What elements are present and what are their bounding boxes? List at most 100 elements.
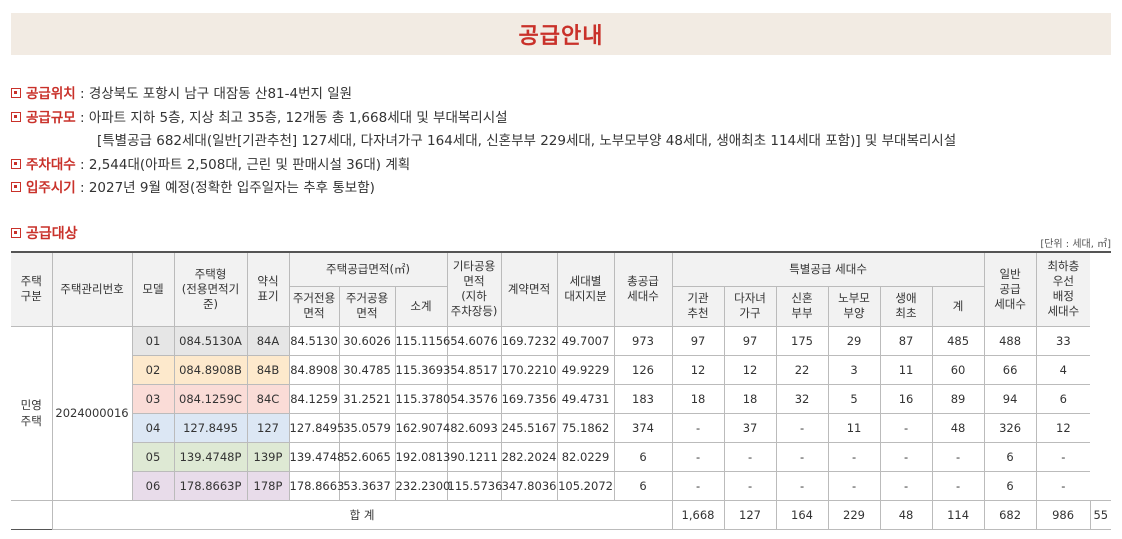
- th-type: 주택 구분: [11, 251, 53, 327]
- cell-first: 87: [879, 325, 933, 356]
- info-parking: 주차대수 : 2,544대(아파트 2,508대, 근린 및 판매시설 36대)…: [11, 154, 1111, 178]
- th-house-type: 주택형 (전용면적기준): [173, 251, 248, 327]
- cell-contract: 169.7356: [500, 383, 558, 414]
- cell-short: 84A: [246, 325, 290, 356]
- th-contract: 계약면적: [500, 251, 558, 327]
- cell-exclusive: 84.5130: [288, 325, 340, 356]
- th-elderly: 노부모 부양: [827, 285, 881, 327]
- cell-lowest: 33: [1035, 325, 1091, 356]
- table-row: 02 084.8908B 84B 84.8908 30.4785 115.3693 54.8…: [11, 354, 1111, 385]
- supply-table: 주택 구분 주택관리번호 모델 주택형 (전용면적기준) 약식 표기 주택공급면…: [11, 251, 1111, 530]
- cell-short: 127: [246, 412, 290, 443]
- cell-general: 6: [983, 470, 1037, 501]
- cell-house-type: 139.4748P: [173, 441, 248, 472]
- cell-subtotal: 192.0813: [394, 441, 450, 472]
- cell-exclusive: 84.1259: [288, 383, 340, 414]
- cell-lowest: 12: [1035, 412, 1091, 443]
- cell-model: 05: [132, 441, 175, 472]
- cell-agency: -: [671, 470, 725, 501]
- cell-house-type: 084.1259C: [173, 383, 248, 414]
- cell-multi: -: [723, 441, 777, 472]
- cell-multi: 18: [723, 383, 777, 414]
- cell-lowest: 6: [1035, 383, 1091, 414]
- cell-contract: 282.2024: [500, 441, 558, 472]
- cell-multi: 12: [723, 354, 777, 385]
- cell-totals-label: 합 계: [51, 499, 673, 530]
- cell-model: 04: [132, 412, 175, 443]
- cell-exclusive: 127.8495: [288, 412, 344, 443]
- cell-lowest: -: [1035, 470, 1091, 501]
- th-first-life: 생애 최초: [879, 285, 933, 327]
- cell-subtotal: 115.1156: [394, 325, 450, 356]
- info-label: 공급규모: [26, 109, 76, 126]
- cell-other: 90.1211: [446, 441, 502, 472]
- th-multi-child: 다자녀 가구: [723, 285, 777, 327]
- cell-elderly: 29: [827, 325, 881, 356]
- th-other-common: 기타공용 면적 (지하 주차장등): [446, 251, 502, 327]
- cell-contract: 347.8036: [500, 470, 558, 501]
- cell-other: 82.6093: [446, 412, 502, 443]
- square-bullet-icon: [11, 182, 21, 192]
- cell-first: -: [879, 470, 933, 501]
- th-agency: 기관 추천: [671, 285, 725, 327]
- unit-note: [단위 : 세대, ㎡]: [1040, 239, 1111, 250]
- cell-first: -: [879, 441, 933, 472]
- cell-general: 488: [983, 325, 1037, 356]
- cell-multi: -: [723, 470, 777, 501]
- page-header: 공급안내: [11, 13, 1111, 55]
- cell-total: 126: [613, 354, 673, 385]
- cell-model: 03: [132, 383, 175, 414]
- cell-mgmt-no: 2024000016: [51, 325, 133, 501]
- cell-newly: 22: [775, 354, 829, 385]
- page-title: 공급안내: [518, 24, 604, 49]
- cell-general: 326: [983, 412, 1037, 443]
- info-text: [특별공급 682세대(일반[기관추천] 127세대, 다자녀가구 164세대,…: [97, 133, 957, 149]
- cell-other: 115.5736: [446, 470, 502, 501]
- cell-house-type: 178.8663P: [173, 470, 248, 501]
- th-model: 모델: [131, 251, 175, 327]
- cell-land: 49.7007: [556, 325, 615, 356]
- th-lowest-floor: 최하층 우선 배정 세대수: [1035, 251, 1091, 327]
- th-mgmt-no: 주택관리번호: [51, 251, 133, 327]
- cell-newly: -: [775, 441, 829, 472]
- cell-newly: -: [775, 412, 829, 443]
- cell-exclusive: 84.8908: [288, 354, 340, 385]
- cell-sum: 89: [931, 383, 985, 414]
- table-row: 민영 주택 2024000016 01 084.5130A 84A 84.5130 30.6…: [11, 325, 1111, 501]
- info-text: : 경상북도 포항시 남구 대잠동 산81-4번지 일원: [75, 86, 353, 102]
- cell-general: 66: [983, 354, 1037, 385]
- info-text: : 2027년 9월 예정(정확한 입주일자는 추후 통보함): [75, 180, 375, 196]
- cell-contract: 245.5167: [500, 412, 558, 443]
- info-label: 주차대수: [26, 156, 76, 173]
- supply-info: 공급위치 : 경상북도 포항시 남구 대잠동 산81-4번지 일원 공급규모 :…: [11, 83, 1111, 201]
- cell-model: 02: [132, 354, 175, 385]
- info-move-in: 입주시기 : 2027년 9월 예정(정확한 입주일자는 추후 통보함): [11, 177, 1111, 201]
- cell-exclusive: 178.8663: [288, 470, 344, 501]
- cell-total: 6: [613, 441, 673, 472]
- cell-total: 6: [613, 470, 673, 501]
- cell-total-elderly: 48: [879, 499, 933, 530]
- cell-other: 54.8517: [446, 354, 502, 385]
- cell-sum: 48: [931, 412, 985, 443]
- cell-house-type: 127.8495: [173, 412, 248, 443]
- th-newlywed: 신혼 부부: [775, 285, 829, 327]
- th-short: 약식 표기: [246, 251, 290, 327]
- cell-newly: 32: [775, 383, 829, 414]
- th-supply-area: 주택공급면적(㎡): [288, 251, 448, 287]
- cell-agency: 97: [671, 325, 725, 356]
- th-exclusive: 주거전용 면적: [289, 285, 340, 327]
- cell-common: 52.6065: [338, 441, 396, 472]
- cell-multi: 97: [723, 325, 777, 356]
- cell-subtotal: 115.3693: [394, 354, 450, 385]
- cell-multi: 37: [723, 412, 777, 443]
- cell-total: 973: [613, 325, 673, 356]
- cell-short: 178P: [246, 470, 290, 501]
- cell-agency: 18: [671, 383, 725, 414]
- cell-short: 84C: [246, 383, 290, 414]
- square-bullet-icon: [11, 88, 21, 98]
- cell-total: 183: [613, 383, 673, 414]
- cell-first: -: [879, 412, 933, 443]
- th-special: 특별공급 세대수: [671, 251, 985, 287]
- cell-total-general: 986: [1035, 499, 1091, 530]
- cell-newly: 175: [775, 325, 829, 356]
